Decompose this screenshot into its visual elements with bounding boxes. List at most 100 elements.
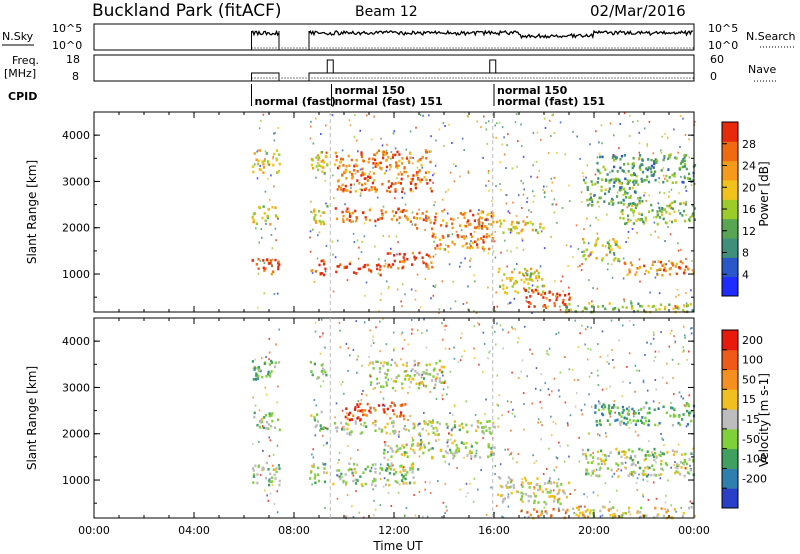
noise-cell xyxy=(448,463,450,466)
data-cell xyxy=(490,450,493,454)
data-cell xyxy=(404,214,407,218)
data-cell xyxy=(641,163,644,166)
noise-cell xyxy=(691,214,694,217)
data-cell xyxy=(582,237,585,241)
noise-cell xyxy=(507,210,510,213)
data-cell xyxy=(629,196,632,199)
noise-cell xyxy=(404,203,407,206)
noise-cell xyxy=(357,355,359,358)
data-cell xyxy=(342,218,345,221)
data-cell xyxy=(255,374,258,377)
noise-cell xyxy=(408,429,410,432)
noise-cell xyxy=(522,182,524,185)
data-cell xyxy=(482,431,485,435)
noise-cell xyxy=(666,136,669,139)
noise-cell xyxy=(638,151,641,154)
noise-cell xyxy=(581,201,583,203)
noise-cell xyxy=(469,259,471,262)
data-cell xyxy=(421,155,424,159)
data-cell xyxy=(266,216,270,220)
data-cell xyxy=(423,176,426,179)
data-cell xyxy=(501,485,504,489)
noise-cell xyxy=(628,427,631,429)
data-cell xyxy=(419,217,422,220)
data-cell xyxy=(476,243,479,246)
data-cell xyxy=(412,426,415,430)
data-cell xyxy=(343,265,346,269)
data-cell xyxy=(533,271,536,274)
noise-cell xyxy=(485,398,487,401)
noise-cell xyxy=(378,381,380,384)
noise-cell xyxy=(341,426,344,429)
noise-cell xyxy=(487,170,490,172)
colorbar-tick-label: 100 xyxy=(742,354,763,367)
data-cell xyxy=(442,219,445,222)
data-cell xyxy=(397,173,400,176)
data-cell xyxy=(650,174,653,177)
noise-cell xyxy=(684,334,686,337)
noise-cell xyxy=(646,480,649,483)
data-cell xyxy=(628,448,631,452)
data-cell xyxy=(643,458,646,462)
noise-cell xyxy=(586,217,588,220)
sky-left-tick-bottom: 10^0 xyxy=(52,39,82,52)
noise-cell xyxy=(388,285,390,288)
noise-cell xyxy=(507,505,510,508)
data-cell xyxy=(426,182,429,185)
data-cell xyxy=(351,471,354,475)
noise-cell xyxy=(693,120,696,123)
noise-cell xyxy=(540,406,543,409)
noise-cell xyxy=(369,170,371,173)
cpid-label: CPID xyxy=(8,90,37,103)
data-cell xyxy=(309,477,312,480)
noise-cell xyxy=(473,477,476,480)
data-cell xyxy=(610,248,613,251)
noise-cell xyxy=(428,114,430,117)
data-cell xyxy=(413,359,416,363)
noise-cell xyxy=(502,347,504,350)
noise-cell xyxy=(494,473,496,475)
noise-cell xyxy=(347,369,349,372)
noise-cell xyxy=(264,386,267,389)
data-cell xyxy=(660,169,663,172)
data-cell xyxy=(324,370,327,374)
data-cell xyxy=(658,453,661,457)
data-cell xyxy=(464,446,467,449)
data-cell xyxy=(409,188,412,191)
noise-cell xyxy=(416,166,419,169)
data-cell xyxy=(360,483,363,486)
data-cell xyxy=(413,481,416,485)
data-cell xyxy=(675,450,678,454)
noise-cell xyxy=(413,494,415,496)
data-cell xyxy=(492,453,495,457)
data-cell xyxy=(624,190,627,193)
noise-cell xyxy=(272,453,275,456)
noise-cell xyxy=(317,234,319,237)
data-cell xyxy=(638,212,641,215)
data-cell xyxy=(271,480,274,483)
data-cell xyxy=(455,449,458,452)
noise-cell xyxy=(363,424,365,427)
data-cell xyxy=(563,492,566,495)
data-cell xyxy=(645,178,648,182)
data-cell xyxy=(593,194,596,197)
noise-cell xyxy=(511,412,514,415)
noise-cell xyxy=(392,183,395,186)
data-cell xyxy=(692,458,695,462)
noise-cell xyxy=(334,256,337,259)
data-cell xyxy=(386,463,389,466)
data-cell xyxy=(692,178,695,182)
data-cell xyxy=(317,158,320,161)
data-cell xyxy=(675,157,678,160)
data-cell xyxy=(660,459,663,463)
noise-cell xyxy=(432,255,435,258)
data-cell xyxy=(496,220,499,224)
colorbar-tick-label: 50 xyxy=(742,373,756,386)
noise-cell xyxy=(581,251,583,253)
data-cell xyxy=(471,246,474,250)
data-cell xyxy=(268,423,271,426)
noise-cell xyxy=(469,482,471,485)
noise-cell xyxy=(645,199,648,202)
data-cell xyxy=(375,264,379,267)
data-cell xyxy=(405,364,408,368)
